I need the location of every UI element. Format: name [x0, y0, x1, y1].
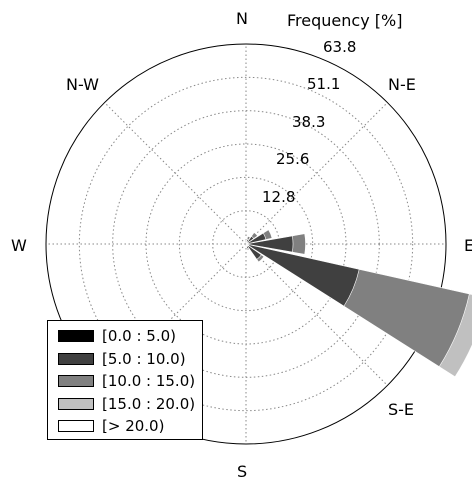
grid-ring	[178, 176, 314, 312]
grid-spoke	[245, 102, 388, 245]
radial-tick-label-2: 25.6	[276, 150, 309, 168]
legend-entry: [0.0 : 5.0)	[58, 325, 202, 348]
radial-axis-title: Frequency [%]	[287, 11, 402, 30]
sector-bar	[245, 235, 294, 253]
grid-ring	[78, 76, 414, 412]
legend-swatch	[58, 397, 94, 410]
legend-label: [10.0 : 15.0)	[102, 372, 196, 391]
grid-spoke	[245, 243, 388, 386]
legend-entry: [5.0 : 10.0)	[58, 348, 202, 371]
direction-label-e: E	[464, 236, 472, 255]
legend-label: [15.0 : 20.0)	[102, 394, 196, 413]
sector-bar	[245, 235, 255, 245]
legend-entry: [> 20.0)	[58, 415, 202, 438]
direction-label-n: N	[236, 9, 248, 28]
legend-label: [5.0 : 10.0)	[102, 349, 186, 368]
sector-bar	[245, 243, 247, 247]
grid-spoke	[104, 102, 247, 245]
sector-bar	[245, 243, 262, 260]
radial-tick-label-1: 12.8	[262, 188, 295, 206]
radial-tick-label-5: 63.8	[323, 38, 356, 56]
legend-label: [0.0 : 5.0)	[102, 327, 177, 346]
direction-label-w: W	[11, 236, 27, 255]
sector-bar	[245, 243, 360, 307]
legend-swatch	[58, 352, 94, 365]
legend-entry: [15.0 : 20.0)	[58, 393, 202, 416]
polar-grid	[45, 43, 447, 445]
legend: [0.0 : 5.0) [5.0 : 10.0) [10.0 : 15.0) […	[47, 320, 203, 440]
grid-spoke	[104, 243, 247, 386]
wind-rose-sectors	[244, 229, 472, 378]
radial-tick-label-3: 38.3	[292, 113, 325, 131]
axis-labels: Frequency [%] 12.8 25.6 38.3 51.1 63.8 N…	[11, 9, 472, 481]
direction-label-se: S-E	[388, 400, 414, 419]
direction-label-nw: N-W	[66, 75, 99, 94]
legend-swatch	[58, 330, 94, 343]
legend-swatch	[58, 420, 94, 433]
radial-tick-label-4: 51.1	[307, 75, 340, 93]
direction-label-s: S	[237, 462, 247, 481]
legend-swatch	[58, 375, 94, 388]
legend-entry: [10.0 : 15.0)	[58, 370, 202, 393]
legend-label: [> 20.0)	[102, 417, 165, 436]
sector-bar	[245, 232, 267, 245]
outer-circle	[45, 43, 447, 445]
direction-label-ne: N-E	[388, 75, 416, 94]
